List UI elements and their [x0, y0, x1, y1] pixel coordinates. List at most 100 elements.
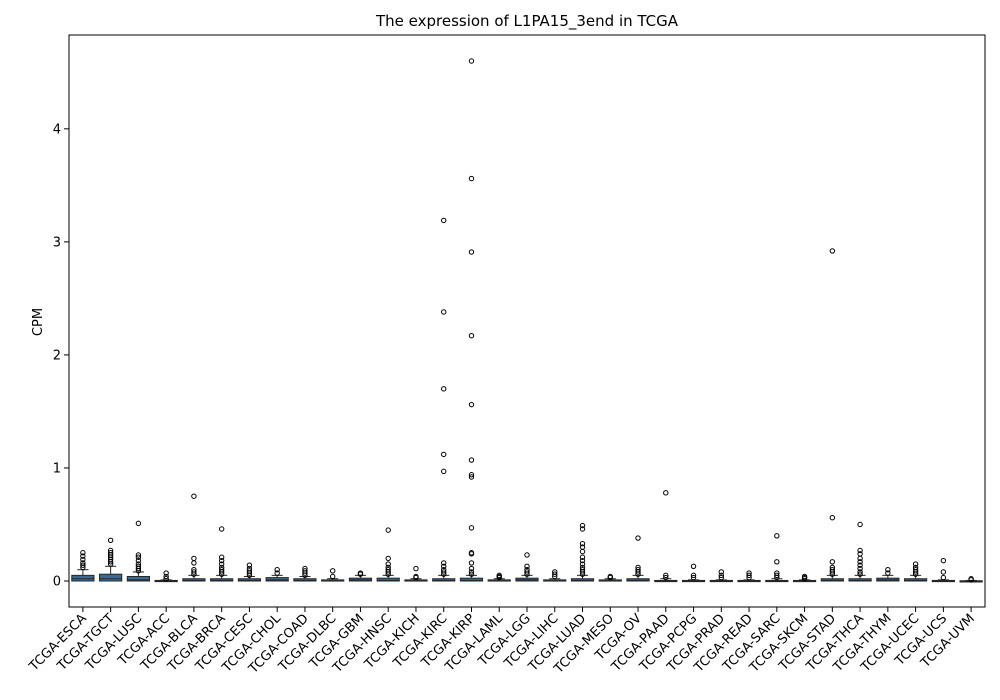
y-tick-label: 4: [53, 122, 61, 137]
outlier-point: [107, 537, 114, 544]
outlier-point: [774, 570, 780, 576]
outlier-point: [718, 574, 725, 581]
outlier-point: [579, 561, 586, 567]
outlier-point: [385, 564, 391, 571]
box: [71, 574, 95, 582]
box-group: [99, 537, 123, 582]
box-group: [820, 248, 844, 582]
outlier-point: [524, 566, 530, 573]
box-group: [515, 552, 539, 582]
outlier-point: [107, 547, 114, 554]
outlier-point: [829, 514, 836, 521]
box-group: [654, 490, 678, 583]
box-group: [681, 563, 706, 583]
outlier-point: [135, 561, 142, 567]
outlier-point: [635, 535, 641, 541]
outlier-point: [829, 566, 836, 573]
box: [126, 575, 150, 582]
y-axis-label: CPM: [31, 308, 46, 336]
outlier-point: [524, 563, 530, 570]
outlier-point: [413, 565, 419, 572]
outlier-point: [135, 563, 142, 570]
outlier-point: [496, 572, 502, 579]
outlier-point: [468, 550, 475, 556]
outlier-point: [218, 554, 225, 560]
outlier-point: [690, 563, 697, 570]
box-group: [237, 562, 262, 582]
outlier-point: [857, 562, 863, 568]
outlier-point: [246, 565, 253, 572]
outlier-point: [441, 560, 447, 566]
box: [237, 578, 262, 582]
box: [293, 578, 317, 582]
outlier-point: [468, 565, 475, 572]
outlier-point: [663, 574, 669, 581]
box-group: [848, 521, 872, 582]
outlier-point: [468, 249, 475, 255]
outlier-point: [552, 569, 558, 575]
outlier-point: [135, 520, 142, 527]
outlier-point: [579, 566, 586, 573]
outlier-point: [468, 560, 475, 566]
outlier-point: [829, 559, 836, 565]
box-group: [182, 493, 206, 582]
outlier-point: [218, 561, 225, 567]
outlier-point: [385, 527, 391, 533]
outlier-point: [912, 566, 919, 573]
outlier-point: [857, 569, 863, 575]
box-group: [709, 569, 733, 583]
outlier-point: [579, 564, 586, 571]
outlier-point: [135, 552, 142, 558]
outlier-point: [80, 560, 86, 566]
outlier-point: [635, 566, 641, 573]
box-group: [737, 570, 761, 583]
outlier-point: [441, 569, 447, 575]
outlier-point: [801, 573, 808, 580]
outlier-point: [912, 564, 919, 571]
outlier-point: [940, 574, 947, 581]
outlier-point: [885, 566, 891, 573]
box-group: [904, 561, 928, 582]
outlier-point: [441, 451, 447, 458]
box-group: [959, 576, 983, 583]
outlier-point: [552, 571, 558, 577]
plot-frame: [68, 34, 986, 608]
box-group: [126, 520, 150, 582]
outlier-point: [663, 490, 669, 496]
outlier-point: [468, 569, 475, 575]
box-group: [792, 573, 817, 583]
outlier-point: [163, 570, 169, 576]
outlier-point: [191, 566, 197, 573]
outlier-point: [441, 386, 447, 392]
outlier-point: [579, 557, 586, 564]
outlier-point: [940, 569, 947, 575]
outlier-point: [191, 560, 197, 566]
outlier-point: [135, 554, 142, 560]
box-group: [404, 565, 428, 582]
outlier-point: [413, 573, 419, 580]
outlier-point: [579, 526, 586, 532]
plot-marks: [71, 58, 983, 583]
outlier-point: [107, 550, 114, 556]
outlier-point: [690, 572, 697, 579]
outlier-point: [246, 568, 253, 574]
outlier-point: [468, 472, 475, 478]
outlier-point: [468, 457, 475, 463]
outlier-point: [302, 568, 308, 574]
outlier-point: [579, 540, 586, 547]
box-group: [293, 565, 317, 582]
box-group: [876, 566, 900, 582]
outlier-point: [663, 572, 669, 579]
outlier-point: [607, 573, 613, 580]
outlier-point: [857, 521, 863, 528]
outlier-point: [80, 562, 86, 568]
outlier-point: [468, 58, 475, 64]
outlier-point: [579, 544, 586, 550]
box: [432, 578, 456, 582]
box-group: [598, 573, 622, 582]
box: [459, 577, 484, 582]
outlier-point: [885, 570, 891, 576]
outlier-point: [524, 552, 530, 558]
outlier-point: [441, 468, 447, 475]
